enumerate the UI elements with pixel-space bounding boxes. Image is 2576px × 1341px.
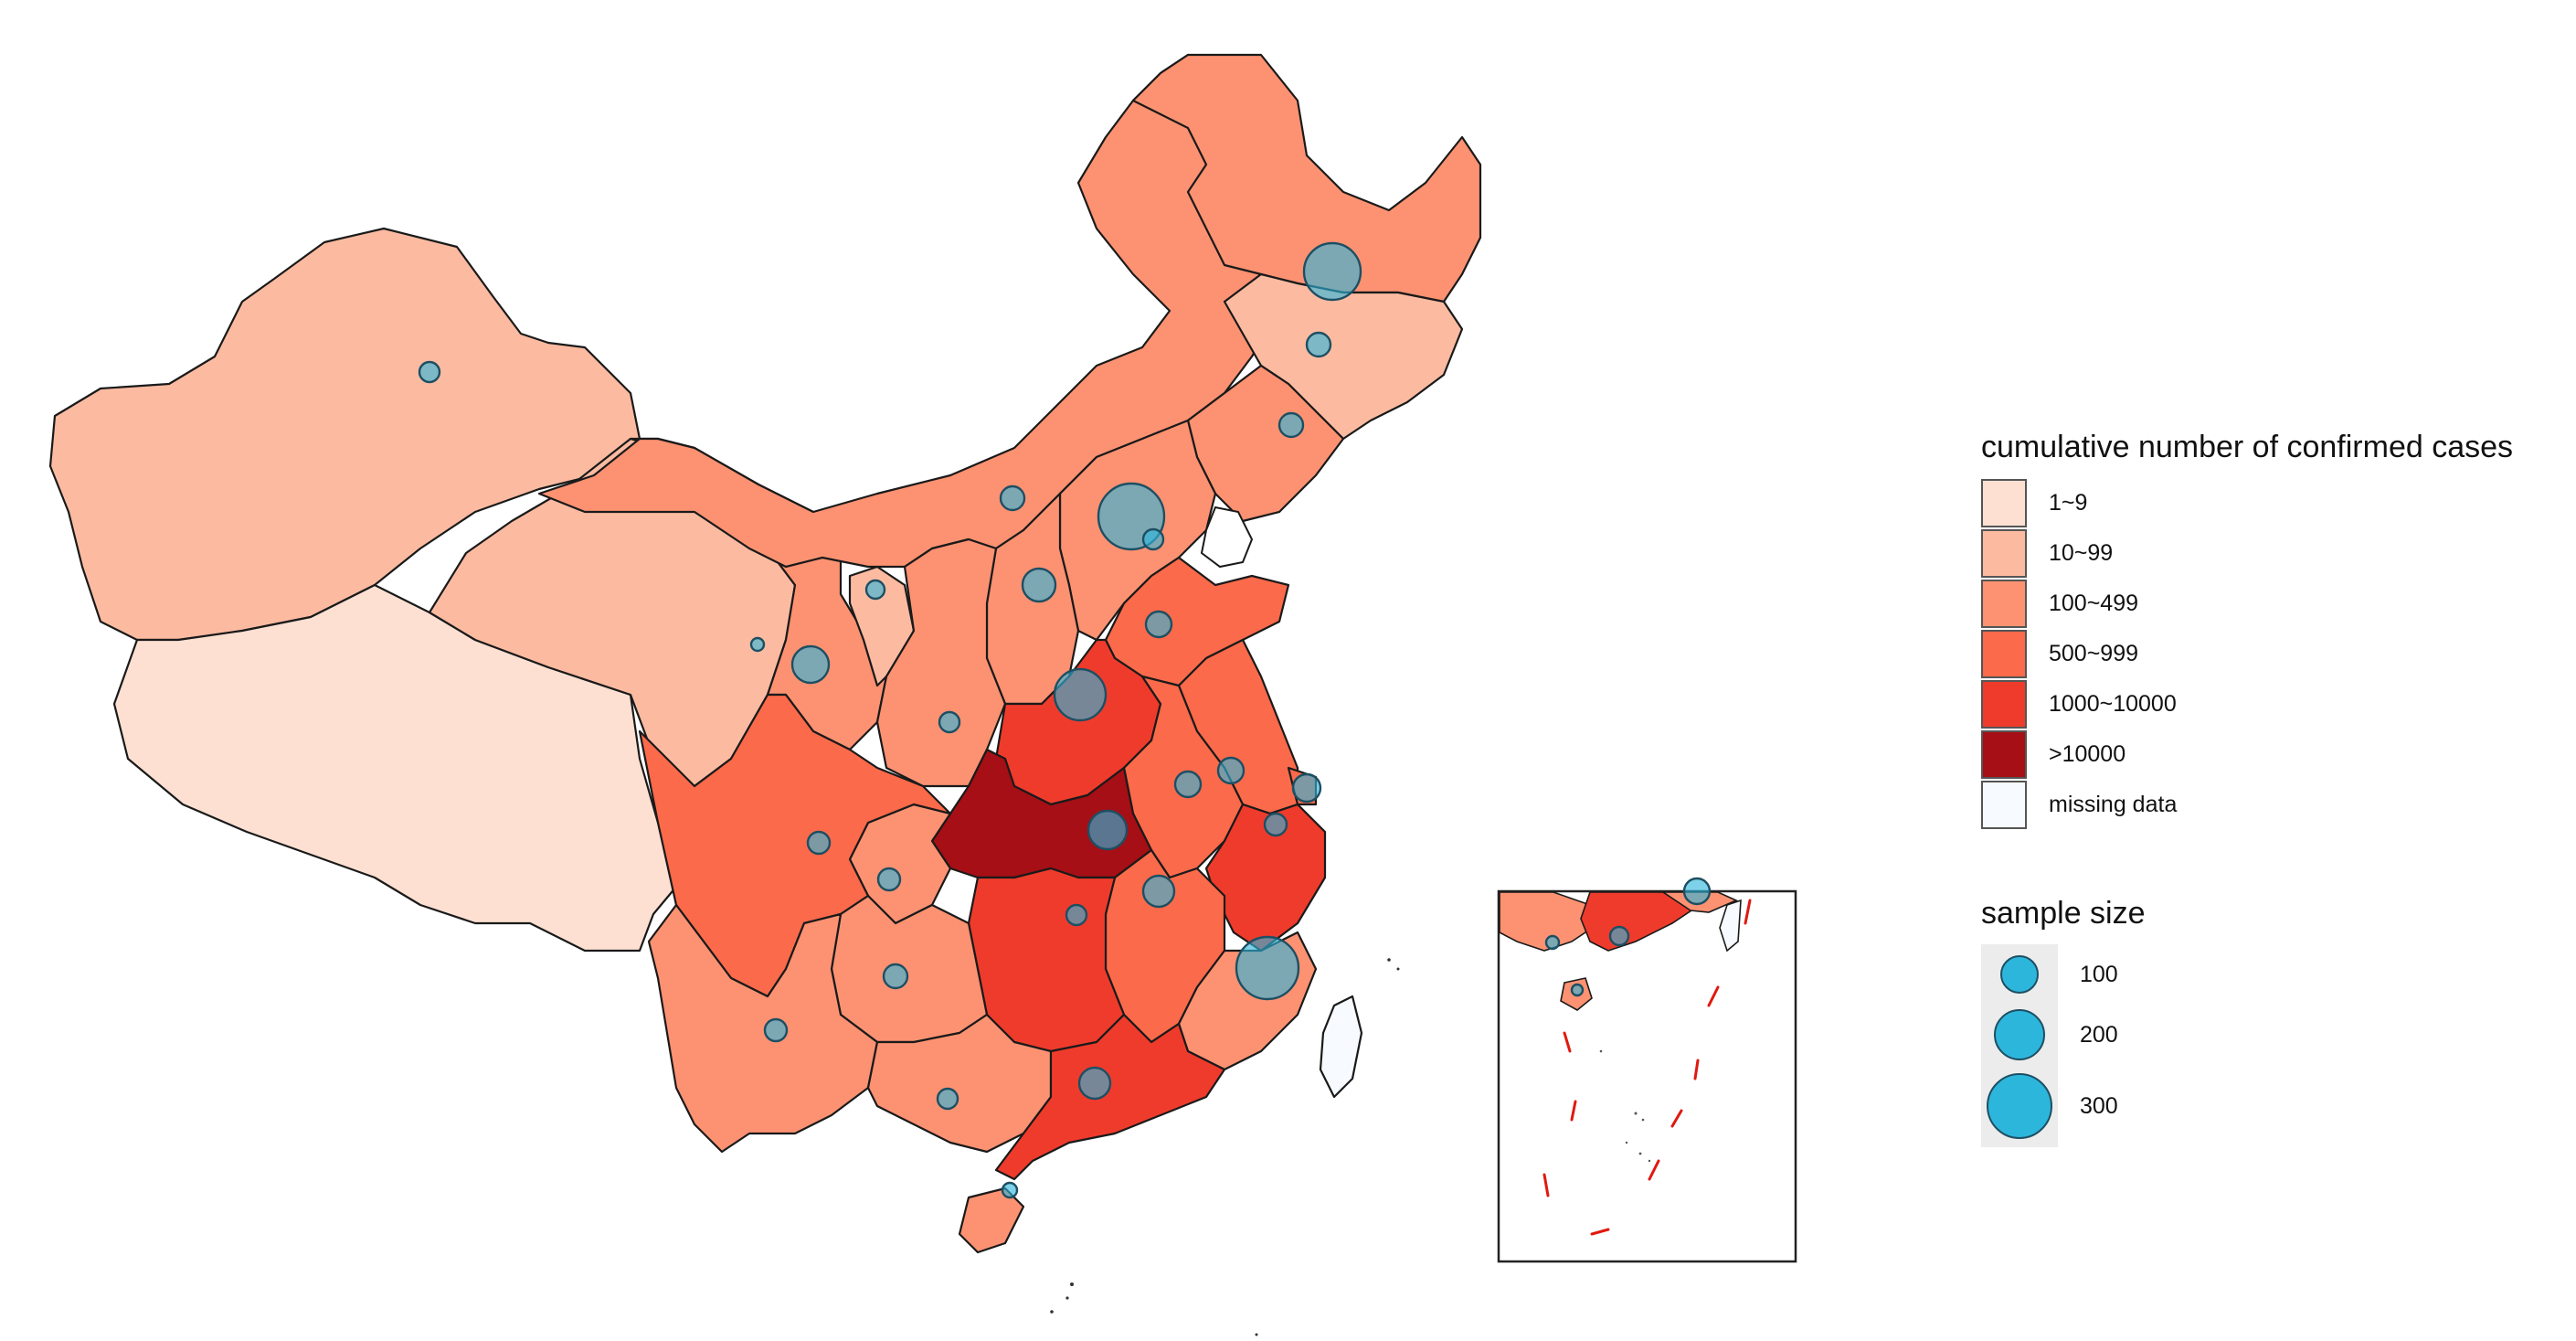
sample-bubble xyxy=(1544,934,1561,951)
legend-item: 500~999 xyxy=(1981,629,2513,679)
sample-bubble xyxy=(938,710,961,734)
legend-label: 1000~10000 xyxy=(2049,691,2177,717)
region-hainan xyxy=(958,1187,1025,1254)
sample-bubble xyxy=(1302,241,1362,302)
legend-label: 500~999 xyxy=(2049,641,2139,666)
sample-bubble xyxy=(1173,770,1203,799)
sample-bubble xyxy=(1291,772,1322,804)
sample-bubble xyxy=(1608,925,1630,947)
legend-item: 1~9 xyxy=(1981,478,2513,528)
legend-item: 1000~10000 xyxy=(1981,679,2513,729)
sample-bubble xyxy=(418,360,441,384)
legend-label: 1~9 xyxy=(2049,490,2088,516)
sample-bubble xyxy=(1001,1181,1019,1199)
legend-swatch xyxy=(1981,479,2027,527)
sample-bubble xyxy=(1570,983,1585,997)
south-china-sea-inset xyxy=(1497,889,1797,1263)
legend-label: 10~99 xyxy=(2049,540,2114,566)
legend-cases-title: cumulative number of confirmed cases xyxy=(1981,430,2514,464)
sample-bubble xyxy=(763,1017,789,1043)
legend-size-key xyxy=(1981,944,2058,1005)
legend-size-label: 200 xyxy=(2080,1021,2118,1048)
legend-size-key xyxy=(1981,1065,2058,1147)
legend-label: 100~499 xyxy=(2049,591,2139,616)
sample-bubble xyxy=(1263,812,1288,837)
sample-bubble xyxy=(1144,610,1173,639)
legend-size-label: 300 xyxy=(2080,1092,2118,1119)
legend-swatch xyxy=(1981,580,2027,628)
legend-size-label: 100 xyxy=(2080,961,2118,987)
sample-bubble xyxy=(936,1087,959,1111)
small-islands xyxy=(1050,958,1400,1336)
legend-sample-size: sample size 100 200 300 xyxy=(1981,896,2146,1147)
legend-swatch xyxy=(1981,680,2027,729)
sample-bubble xyxy=(749,636,766,653)
sample-bubble xyxy=(1065,903,1088,927)
legend-item: missing data xyxy=(1981,780,2513,830)
legend-sample-labels: 100 200 300 xyxy=(2080,944,2118,1147)
region-guangdong xyxy=(994,1013,1226,1181)
bohai-sea xyxy=(1200,506,1254,569)
legend-sample-panel: 100 200 300 xyxy=(1981,944,2146,1147)
sample-bubble xyxy=(864,579,886,601)
sample-bubble xyxy=(1053,667,1108,722)
sample-bubble xyxy=(876,867,902,892)
legend-item: >10000 xyxy=(1981,729,2513,780)
sample-bubble xyxy=(1077,1066,1112,1101)
legend-confirmed-cases: cumulative number of confirmed cases 1~9… xyxy=(1981,430,2513,830)
legend-swatch xyxy=(1981,529,2027,578)
legend-size-circle xyxy=(1987,1073,2052,1139)
province-regions xyxy=(48,53,1482,1254)
sample-bubble xyxy=(1305,331,1332,358)
legend-size-circle xyxy=(1994,1009,2045,1060)
legend-size-circle xyxy=(2000,955,2039,994)
legend-item: 100~499 xyxy=(1981,579,2513,629)
legend-sample-title: sample size xyxy=(1981,896,2146,931)
region-shaanxi xyxy=(875,537,1007,788)
legend-sample-keys xyxy=(1981,944,2058,1147)
sample-bubble xyxy=(806,830,832,856)
sample-bubble xyxy=(1141,874,1176,909)
sample-bubble xyxy=(1216,756,1246,785)
region-guizhou xyxy=(830,894,989,1044)
region-tibet xyxy=(112,583,678,953)
legend-swatch xyxy=(1981,630,2027,678)
sample-bubble xyxy=(1087,809,1129,851)
sample-bubble xyxy=(1277,411,1305,439)
legend-swatch xyxy=(1981,730,2027,779)
sample-bubble xyxy=(882,963,909,990)
legend-label: missing data xyxy=(2049,792,2178,817)
legend-item: 10~99 xyxy=(1981,528,2513,579)
sample-bubble xyxy=(1021,567,1057,603)
legend-label: >10000 xyxy=(2049,741,2126,767)
region-heilongjiang xyxy=(1131,53,1482,303)
sample-bubble xyxy=(999,484,1026,512)
legend-size-key xyxy=(1981,1005,2058,1065)
sample-bubble xyxy=(1141,527,1165,551)
sample-size-bubbles xyxy=(418,241,1712,1199)
sample-bubble xyxy=(1682,877,1712,906)
legend-swatch xyxy=(1981,781,2027,829)
sample-bubble xyxy=(1235,935,1300,1001)
sample-bubble xyxy=(790,644,831,685)
region-taiwan xyxy=(1319,995,1363,1099)
